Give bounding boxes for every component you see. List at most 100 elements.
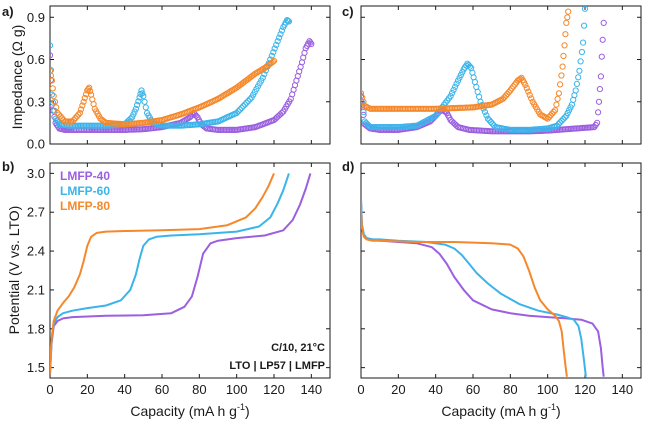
point-c-lmfp-80-132: [559, 63, 566, 70]
point-a-lmfp-80-18: [70, 116, 78, 123]
point-a-lmfp-60-154: [277, 31, 284, 38]
point-c-lmfp-60-59: [449, 89, 456, 97]
point-a-lmfp-40-174: [307, 39, 314, 46]
point-c-lmfp-60-61: [452, 83, 459, 90]
point-a-lmfp-40-175: [308, 40, 315, 48]
point-c-lmfp-80-129: [555, 90, 563, 97]
point-a-lmfp-60-59: [134, 101, 141, 109]
point-a-lmfp-60-134: [246, 96, 253, 103]
series-line-b-lmfp-40: [50, 173, 312, 375]
point-a-lmfp-60-149: [270, 49, 277, 56]
point-c-lmfp-80-134: [561, 42, 568, 49]
point-c-lmfp-80-128: [554, 95, 561, 103]
capacity-right-text: Capacity (mA h g: [441, 403, 548, 419]
point-c-lmfp-40-0: [361, 93, 365, 100]
point-a-lmfp-80-5: [51, 98, 59, 105]
point-a-lmfp-60-56: [130, 111, 137, 118]
capacity-axis-label-left: Capacity (mA h g-1): [130, 402, 249, 419]
series-line-b-lmfp-60: [50, 173, 290, 375]
point-c-lmfp-60-87: [487, 118, 494, 126]
point-c-lmfp-40-161: [599, 36, 606, 43]
x-tick-label-d-1: 20: [391, 382, 405, 397]
legend-lmfp-40: LMFP-40: [60, 169, 110, 183]
point-c-lmfp-60-79: [476, 93, 483, 100]
x-tick-label-b-2: 40: [117, 382, 131, 397]
point-a-lmfp-80-3: [50, 85, 56, 92]
point-a-lmfp-60-142: [259, 74, 266, 81]
point-c-lmfp-60-2: [361, 109, 367, 116]
point-c-lmfp-40-157: [595, 98, 603, 105]
point-a-lmfp-80-22: [76, 109, 84, 117]
point-a-lmfp-80-152: [270, 57, 278, 65]
point-c-lmfp-80-126: [552, 107, 559, 114]
point-a-lmfp-60-161: [285, 18, 292, 25]
point-a-lmfp-60-148: [268, 52, 275, 59]
point-a-lmfp-60-130: [240, 103, 247, 110]
x-tick-label-d-7: 140: [611, 382, 633, 397]
point-c-lmfp-60-58: [447, 93, 454, 100]
point-a-lmfp-60-129: [238, 104, 245, 112]
point-a-lmfp-60-131: [241, 101, 249, 108]
capacity-left-superscript: -1: [237, 402, 245, 412]
point-c-lmfp-80-133: [560, 52, 567, 60]
point-c-lmfp-60-77: [473, 83, 480, 91]
point-c-lmfp-40-159: [597, 73, 605, 80]
point-c-lmfp-60-149: [581, 22, 588, 29]
point-a-lmfp-40-0: [50, 52, 54, 59]
panel-label-d: d): [342, 159, 354, 174]
y-tick-label-b-4: 2.7: [27, 205, 45, 220]
point-c-lmfp-80-121: [544, 115, 551, 122]
x-tick-label-d-6: 120: [574, 382, 596, 397]
point-c-lmfp-80-93: [504, 90, 511, 98]
series-line-b-lmfp-80: [50, 173, 275, 375]
point-a-lmfp-80-140: [253, 69, 260, 76]
point-c-lmfp-60-143: [573, 80, 581, 88]
point-c-lmfp-60-86: [486, 117, 493, 124]
y-tick-label-a-1: 0.3: [27, 94, 45, 109]
point-a-lmfp-80-30: [86, 84, 93, 91]
series-line-d-lmfp-40: [361, 199, 605, 377]
point-c-lmfp-60-145: [576, 67, 583, 74]
point-c-lmfp-60-132: [558, 117, 565, 124]
point-a-lmfp-80-25: [80, 98, 87, 105]
y-tick-label-b-1: 1.8: [27, 321, 45, 336]
x-tick-label-b-4: 80: [192, 382, 206, 397]
point-a-lmfp-80-122: [225, 89, 232, 96]
point-a-lmfp-60-151: [273, 41, 280, 49]
point-c-lmfp-80-124: [549, 110, 556, 117]
point-a-lmfp-80-17: [69, 118, 76, 125]
point-c-lmfp-80-127: [553, 101, 560, 108]
x-tick-label-b-5: 100: [226, 382, 248, 397]
point-a-lmfp-60-132: [243, 99, 250, 106]
point-a-lmfp-60-61: [136, 94, 143, 101]
point-c-lmfp-40-162: [600, 19, 607, 26]
point-a-lmfp-80-23: [78, 106, 85, 113]
point-c-lmfp-60-62: [453, 80, 460, 87]
annotation-conditions: C/10, 21°C: [271, 342, 325, 354]
point-c-lmfp-80-108: [525, 88, 532, 95]
point-c-lmfp-60-142: [572, 87, 579, 94]
y-tick-label-b-2: 2.1: [27, 282, 45, 297]
x-tick-label-d-0: 0: [357, 382, 364, 397]
point-a-lmfp-40-1: [50, 76, 54, 83]
point-a-lmfp-60-159: [284, 17, 291, 24]
point-c-lmfp-60-133: [560, 116, 567, 123]
panel-label-c: c): [342, 4, 354, 19]
panel-label-a: a): [2, 4, 14, 19]
point-c-lmfp-60-129: [553, 122, 561, 129]
point-a-lmfp-80-26: [81, 94, 88, 102]
point-a-lmfp-40-153: [278, 109, 285, 117]
point-a-lmfp-60-155: [278, 27, 285, 34]
y-tick-label-a-2: 0.6: [27, 52, 45, 67]
panel-c-frame: [360, 5, 642, 145]
point-a-lmfp-60-2: [50, 91, 55, 98]
point-a-lmfp-80-2: [50, 77, 55, 84]
chart-marks: 0.0 0.3 0.6 0.9 0 20 40 60 80 100 120 140 1.5 1.8 2.1 2…: [27, 6, 641, 397]
capacity-right-close: ): [556, 403, 561, 419]
point-c-lmfp-40-1: [361, 102, 366, 109]
y-tick-label-b-0: 1.5: [27, 360, 45, 375]
point-a-lmfp-60-67: [142, 104, 149, 111]
x-tick-label-d-5: 100: [537, 382, 559, 397]
potential-axis-label: Potential (V vs. LTO): [6, 206, 22, 335]
